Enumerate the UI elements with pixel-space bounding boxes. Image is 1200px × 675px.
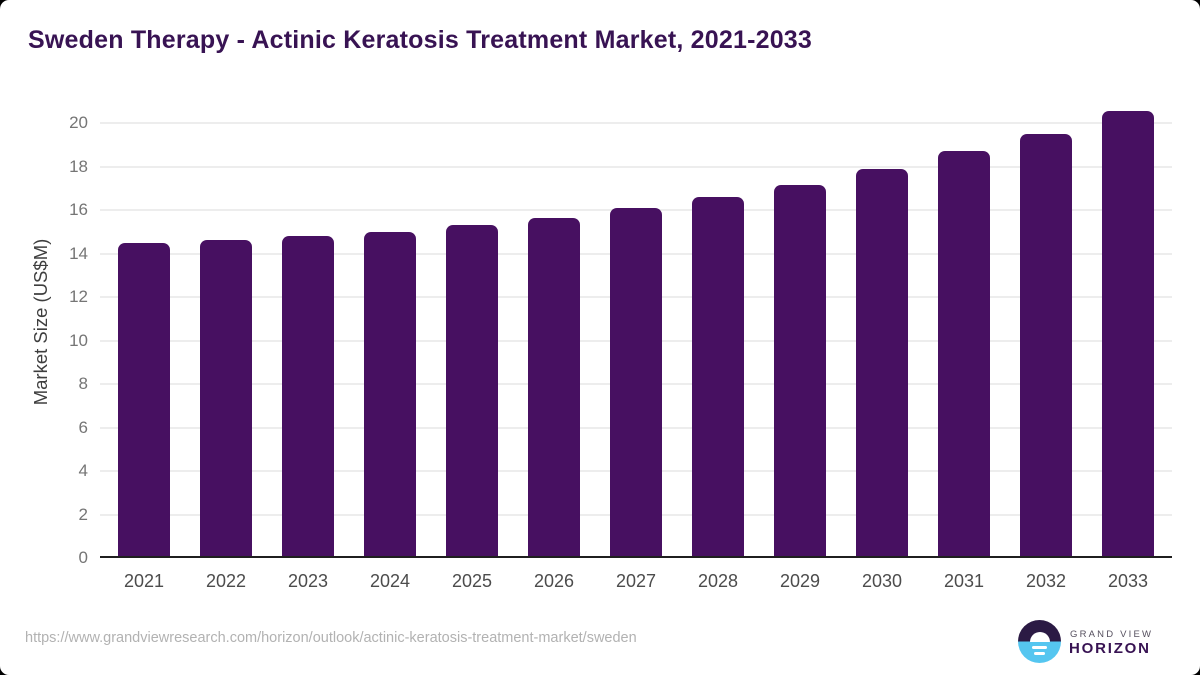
- y-tick-2: 2: [78, 504, 88, 524]
- bar-2023: [282, 236, 334, 558]
- y-tick-10: 10: [69, 330, 88, 350]
- x-tick-2025: 2025: [451, 571, 493, 591]
- x-tick-2033: 2033: [1107, 571, 1149, 591]
- sun-reflection-stripe: [1034, 651, 1045, 655]
- logo-text-grand-view: GRAND VIEW: [1070, 629, 1154, 640]
- grand-view-horizon-logo: GRAND VIEW HORIZON: [1018, 620, 1178, 665]
- bar-2025: [446, 225, 498, 558]
- bar-2021: [118, 242, 170, 558]
- x-tick-2032: 2032: [1025, 571, 1067, 591]
- logo-text-horizon: HORIZON: [1069, 640, 1151, 657]
- x-tick-2021: 2021: [123, 571, 165, 591]
- bar-2026: [528, 217, 580, 558]
- y-tick-12: 12: [69, 287, 88, 306]
- bar-2033: [1102, 111, 1154, 558]
- bar-2029: [774, 185, 826, 558]
- sun-dome-shape: [1029, 631, 1050, 642]
- plot-area: [100, 104, 1172, 558]
- x-tick-2026: 2026: [533, 571, 575, 591]
- bar-2030: [856, 168, 908, 558]
- x-tick-2029: 2029: [779, 571, 821, 591]
- x-tick-2027: 2027: [615, 571, 657, 591]
- x-tick-2031: 2031: [943, 571, 985, 591]
- y-tick-18: 18: [69, 156, 88, 176]
- y-tick-0: 0: [78, 548, 88, 567]
- y-tick-16: 16: [69, 200, 88, 219]
- gridline-y-18: [100, 165, 1172, 168]
- bar-2027: [610, 207, 662, 558]
- x-tick-2024: 2024: [369, 571, 411, 591]
- y-tick-14: 14: [69, 243, 88, 263]
- source-url: https://www.grandviewresearch.com/horizo…: [25, 630, 637, 646]
- gridline-y-20: [100, 122, 1172, 124]
- x-tick-2023: 2023: [287, 571, 329, 591]
- x-tick-2030: 2030: [861, 571, 903, 591]
- y-tick-8: 8: [78, 374, 88, 393]
- y-tick-6: 6: [78, 417, 88, 437]
- x-tick-2022: 2022: [205, 571, 247, 591]
- horizon-sun-icon: [1018, 620, 1061, 663]
- bar-2032: [1020, 133, 1072, 558]
- y-tick-20: 20: [69, 113, 88, 132]
- y-tick-4: 4: [78, 461, 88, 480]
- chart-title: Sweden Therapy - Actinic Keratosis Treat…: [28, 26, 813, 54]
- sun-reflection-stripe: [1032, 645, 1047, 649]
- bar-2028: [692, 196, 744, 558]
- bar-2022: [200, 240, 252, 558]
- bar-2024: [364, 231, 416, 558]
- x-axis-line: [100, 556, 1172, 558]
- x-tick-2028: 2028: [697, 571, 739, 591]
- bar-2031: [938, 151, 990, 558]
